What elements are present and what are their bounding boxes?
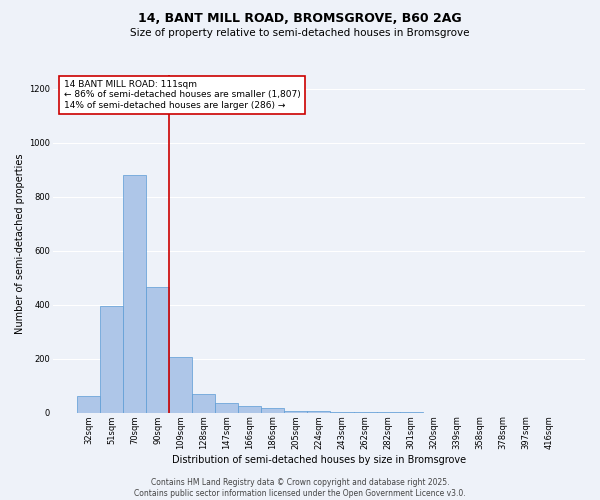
Bar	[77, 396, 100, 412]
Bar	[100, 306, 123, 412]
Text: 14, BANT MILL ROAD, BROMSGROVE, B60 2AG: 14, BANT MILL ROAD, BROMSGROVE, B60 2AG	[138, 12, 462, 26]
Text: Size of property relative to semi-detached houses in Bromsgrove: Size of property relative to semi-detach…	[130, 28, 470, 38]
Bar	[284, 410, 307, 412]
Bar	[123, 175, 146, 412]
Bar	[215, 403, 238, 412]
Y-axis label: Number of semi-detached properties: Number of semi-detached properties	[15, 154, 25, 334]
Bar	[169, 356, 192, 412]
X-axis label: Distribution of semi-detached houses by size in Bromsgrove: Distribution of semi-detached houses by …	[172, 455, 466, 465]
Bar	[238, 406, 262, 412]
Bar	[146, 287, 169, 412]
Text: 14 BANT MILL ROAD: 111sqm
← 86% of semi-detached houses are smaller (1,807)
14% : 14 BANT MILL ROAD: 111sqm ← 86% of semi-…	[64, 80, 301, 110]
Bar	[192, 394, 215, 412]
Bar	[262, 408, 284, 412]
Text: Contains HM Land Registry data © Crown copyright and database right 2025.
Contai: Contains HM Land Registry data © Crown c…	[134, 478, 466, 498]
